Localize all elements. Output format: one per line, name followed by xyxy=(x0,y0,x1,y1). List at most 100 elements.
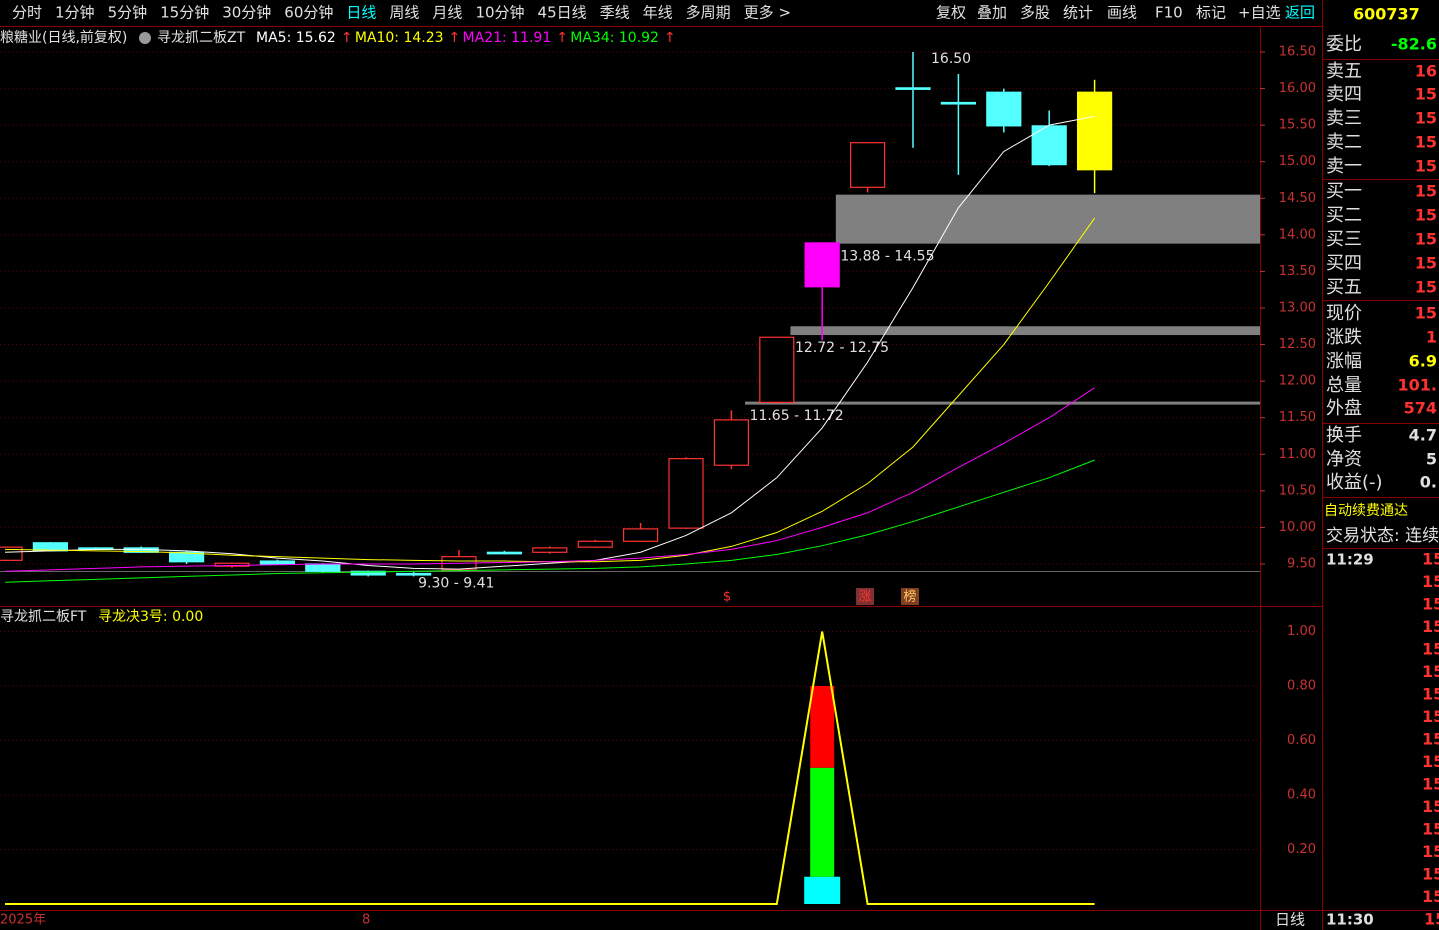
y-tick-label: 14.00 xyxy=(1279,227,1316,242)
zone-label: 9.30 - 9.41 xyxy=(418,576,494,592)
tool-button[interactable]: 复权 xyxy=(936,4,966,22)
period-tab[interactable]: 分时 xyxy=(12,4,42,22)
stock-code: 600737 xyxy=(1353,5,1420,24)
price-zone xyxy=(790,326,1260,336)
quote-label: 买二 xyxy=(1326,205,1362,226)
quote-label: 净资 xyxy=(1326,449,1362,470)
footer-price: 15 xyxy=(1424,910,1439,929)
tool-button[interactable]: 统计 xyxy=(1063,4,1093,22)
ma-label: MA5: 15.62 xyxy=(256,30,336,46)
quote-value: 5 xyxy=(1426,450,1437,469)
candle-body xyxy=(849,142,886,188)
quote-label: 涨幅 xyxy=(1326,351,1362,372)
quote-label: 收益(-) xyxy=(1326,472,1383,493)
candle-body xyxy=(350,570,386,576)
ma-arrow: ↑ xyxy=(449,30,461,46)
month-label: 8 xyxy=(362,913,370,928)
period-tab[interactable]: 季线 xyxy=(600,4,630,22)
badge: 榜 xyxy=(903,589,916,605)
tick-price: 15 xyxy=(1422,842,1439,861)
price-zone xyxy=(745,401,1260,405)
y-tick-label: 12.50 xyxy=(1279,337,1316,352)
period-tab[interactable]: 5分钟 xyxy=(108,4,148,22)
quote-label: 卖二 xyxy=(1326,132,1362,153)
candle-body xyxy=(1031,125,1067,166)
candle-body xyxy=(169,551,205,563)
tool-button[interactable]: +自选 xyxy=(1238,4,1281,22)
y-tick-label: 0.40 xyxy=(1287,788,1316,803)
zone-label: 11.65 - 11.72 xyxy=(750,408,844,424)
period-tab[interactable]: 年线 xyxy=(643,4,673,22)
quote-label: 总量 xyxy=(1326,375,1362,396)
period-tab[interactable]: 10分钟 xyxy=(475,4,524,22)
quote-label: 委比 xyxy=(1326,34,1362,55)
badge: 涨 xyxy=(858,590,871,605)
settings-icon[interactable] xyxy=(139,32,151,44)
y-tick-label: 15.50 xyxy=(1279,118,1316,133)
period-tab[interactable]: 45日线 xyxy=(538,4,587,22)
candle-body xyxy=(305,563,341,572)
lower-title: 寻龙抓二板FT xyxy=(0,609,87,625)
quote-value: 15 xyxy=(1415,157,1437,176)
period-tab[interactable]: 月线 xyxy=(432,4,462,22)
ma-label: MA10: 14.23 xyxy=(355,30,444,46)
y-tick-label: 9.50 xyxy=(1287,556,1316,571)
quote-value: -82.6 xyxy=(1391,35,1437,54)
candle-body xyxy=(713,419,750,466)
quote-value: 15 xyxy=(1415,109,1437,128)
tick-price: 15 xyxy=(1422,617,1439,636)
period-tab[interactable]: 周线 xyxy=(389,4,419,22)
quote-value: 0. xyxy=(1420,473,1437,492)
candle-body xyxy=(759,336,795,403)
tick-price: 15 xyxy=(1422,820,1439,839)
ma-line xyxy=(4,459,1095,583)
y-tick-label: 15.00 xyxy=(1279,154,1316,169)
y-tick-label: 11.50 xyxy=(1279,410,1316,425)
quote-value: 15 xyxy=(1415,254,1437,273)
period-tab[interactable]: 多周期 xyxy=(686,4,731,22)
badge-bg xyxy=(901,588,919,605)
tick-price: 15 xyxy=(1422,550,1439,569)
period-label: 日线 xyxy=(1275,911,1305,929)
tick-price: 15 xyxy=(1422,572,1439,591)
quote-label: 涨跌 xyxy=(1326,327,1362,348)
high-label: 16.50 xyxy=(931,51,971,67)
tick-price: 15 xyxy=(1422,662,1439,681)
tool-button[interactable]: F10 xyxy=(1155,4,1183,22)
candle-body xyxy=(486,551,522,555)
tick-price: 15 xyxy=(1422,775,1439,794)
tool-button[interactable]: 标记 xyxy=(1196,4,1226,22)
candle-body xyxy=(895,87,931,90)
period-tab[interactable]: 日线 xyxy=(346,4,376,22)
period-tab[interactable]: 60分钟 xyxy=(284,4,333,22)
quote-value: 15 xyxy=(1415,182,1437,201)
main-indicator: 寻龙抓二板ZT xyxy=(157,30,246,46)
candle-body xyxy=(1076,91,1113,171)
tick-price: 15 xyxy=(1422,752,1439,771)
ma-label: MA21: 11.91 xyxy=(463,30,552,46)
quote-label: 外盘 xyxy=(1326,398,1362,419)
signal-line xyxy=(5,631,1095,905)
quote-value: 1 xyxy=(1426,328,1437,347)
footer-time: 11:30 xyxy=(1326,911,1374,929)
tool-button[interactable]: 画线 xyxy=(1107,4,1137,22)
candle-body xyxy=(804,242,840,288)
tool-button[interactable]: 返回 xyxy=(1285,4,1315,22)
candle-body xyxy=(577,540,613,548)
period-tab[interactable]: 30分钟 xyxy=(222,4,271,22)
ma-line xyxy=(4,115,1095,570)
period-tab[interactable]: 15分钟 xyxy=(160,4,209,22)
period-tab[interactable]: 1分钟 xyxy=(55,4,95,22)
signal-bar xyxy=(804,876,841,904)
tool-button[interactable]: 多股 xyxy=(1020,4,1050,22)
tool-button[interactable]: 叠加 xyxy=(977,4,1007,22)
tick-price: 15 xyxy=(1422,797,1439,816)
tick-price: 15 xyxy=(1422,887,1439,906)
quote-value: 6.9 xyxy=(1409,352,1437,371)
year-label: 2025年 xyxy=(0,913,46,928)
period-tab[interactable]: 更多 > xyxy=(744,4,791,22)
tick-price: 15 xyxy=(1422,865,1439,884)
quote-label: 现价 xyxy=(1326,303,1362,324)
quote-label: 卖四 xyxy=(1326,84,1362,105)
